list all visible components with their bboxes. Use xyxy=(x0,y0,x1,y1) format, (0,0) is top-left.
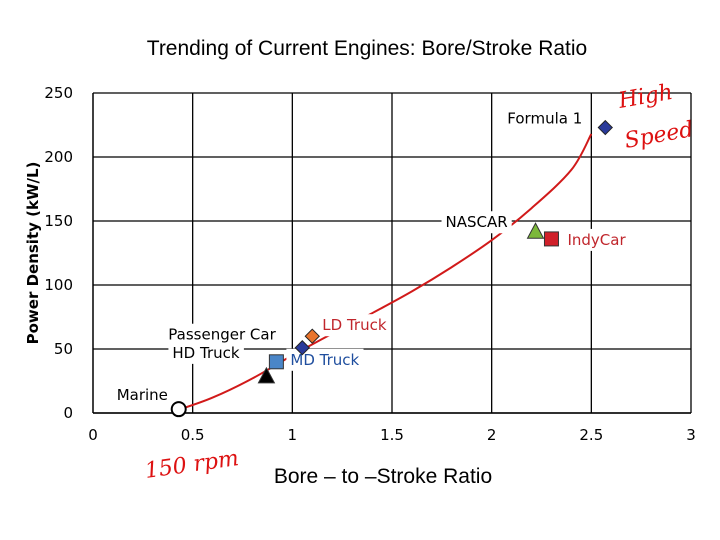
point-label: IndyCar xyxy=(567,231,626,249)
y-tick-label: 150 xyxy=(44,212,73,230)
point-label: Marine xyxy=(117,386,168,404)
point-label-bg xyxy=(503,107,587,130)
point-label-bg xyxy=(168,341,244,364)
point-label: LD Truck xyxy=(322,316,387,334)
grid xyxy=(93,92,692,414)
axes xyxy=(92,93,691,414)
x-tick-label: 1.5 xyxy=(380,426,404,444)
point-label: MD Truck xyxy=(290,351,359,369)
data-point xyxy=(304,328,320,344)
point-label: HD Truck xyxy=(172,344,239,362)
point-label-bg xyxy=(441,211,512,234)
point-label-bg xyxy=(112,384,172,407)
x-tick-label: 1 xyxy=(288,426,298,444)
data-point xyxy=(526,222,545,239)
y-tick-label: 250 xyxy=(44,84,73,102)
data-point xyxy=(294,340,311,356)
x-tick-label: 2 xyxy=(487,426,497,444)
x-tick-label: 2.5 xyxy=(579,426,603,444)
x-tick-label: 0 xyxy=(88,426,98,444)
annotation-speed: Speed xyxy=(623,117,696,154)
point-label-bg xyxy=(563,228,631,251)
y-tick-label: 200 xyxy=(44,148,73,166)
data-point xyxy=(257,366,276,384)
data-point xyxy=(543,231,559,247)
x-ticks: 0 0.5 1 1.5 2 2.5 3 xyxy=(88,426,696,444)
x-tick-label: 3 xyxy=(686,426,696,444)
data-point xyxy=(268,354,284,370)
point-label: NASCAR xyxy=(446,213,508,231)
point-label: Passenger Car xyxy=(168,326,276,344)
y-tick-label: 0 xyxy=(63,404,73,422)
annotation-150-rpm: 150 rpm xyxy=(143,446,240,484)
y-ticks: 0 50 100 150 200 250 xyxy=(44,84,73,422)
point-labels: Marine HD Truck MD Truck Passenger Car LD Tr… xyxy=(112,107,631,407)
point-label-bg xyxy=(164,323,281,346)
point-label-bg xyxy=(318,314,391,337)
point-label-bg xyxy=(286,348,364,371)
chart-title: Trending of Current Engines: Bore/Stroke… xyxy=(147,37,587,60)
data-point xyxy=(597,119,613,136)
x-tick-label: 0.5 xyxy=(181,426,205,444)
data-points xyxy=(170,119,613,418)
y-axis-label: Power Density (kW/L) xyxy=(24,162,42,345)
point-label: Formula 1 xyxy=(507,110,582,128)
data-point xyxy=(170,401,187,418)
trendline xyxy=(176,133,593,412)
annotation-high: High xyxy=(616,80,675,114)
x-axis-label: Bore – to –Stroke Ratio xyxy=(274,465,492,488)
y-tick-label: 100 xyxy=(44,276,73,294)
y-tick-label: 50 xyxy=(54,340,73,358)
